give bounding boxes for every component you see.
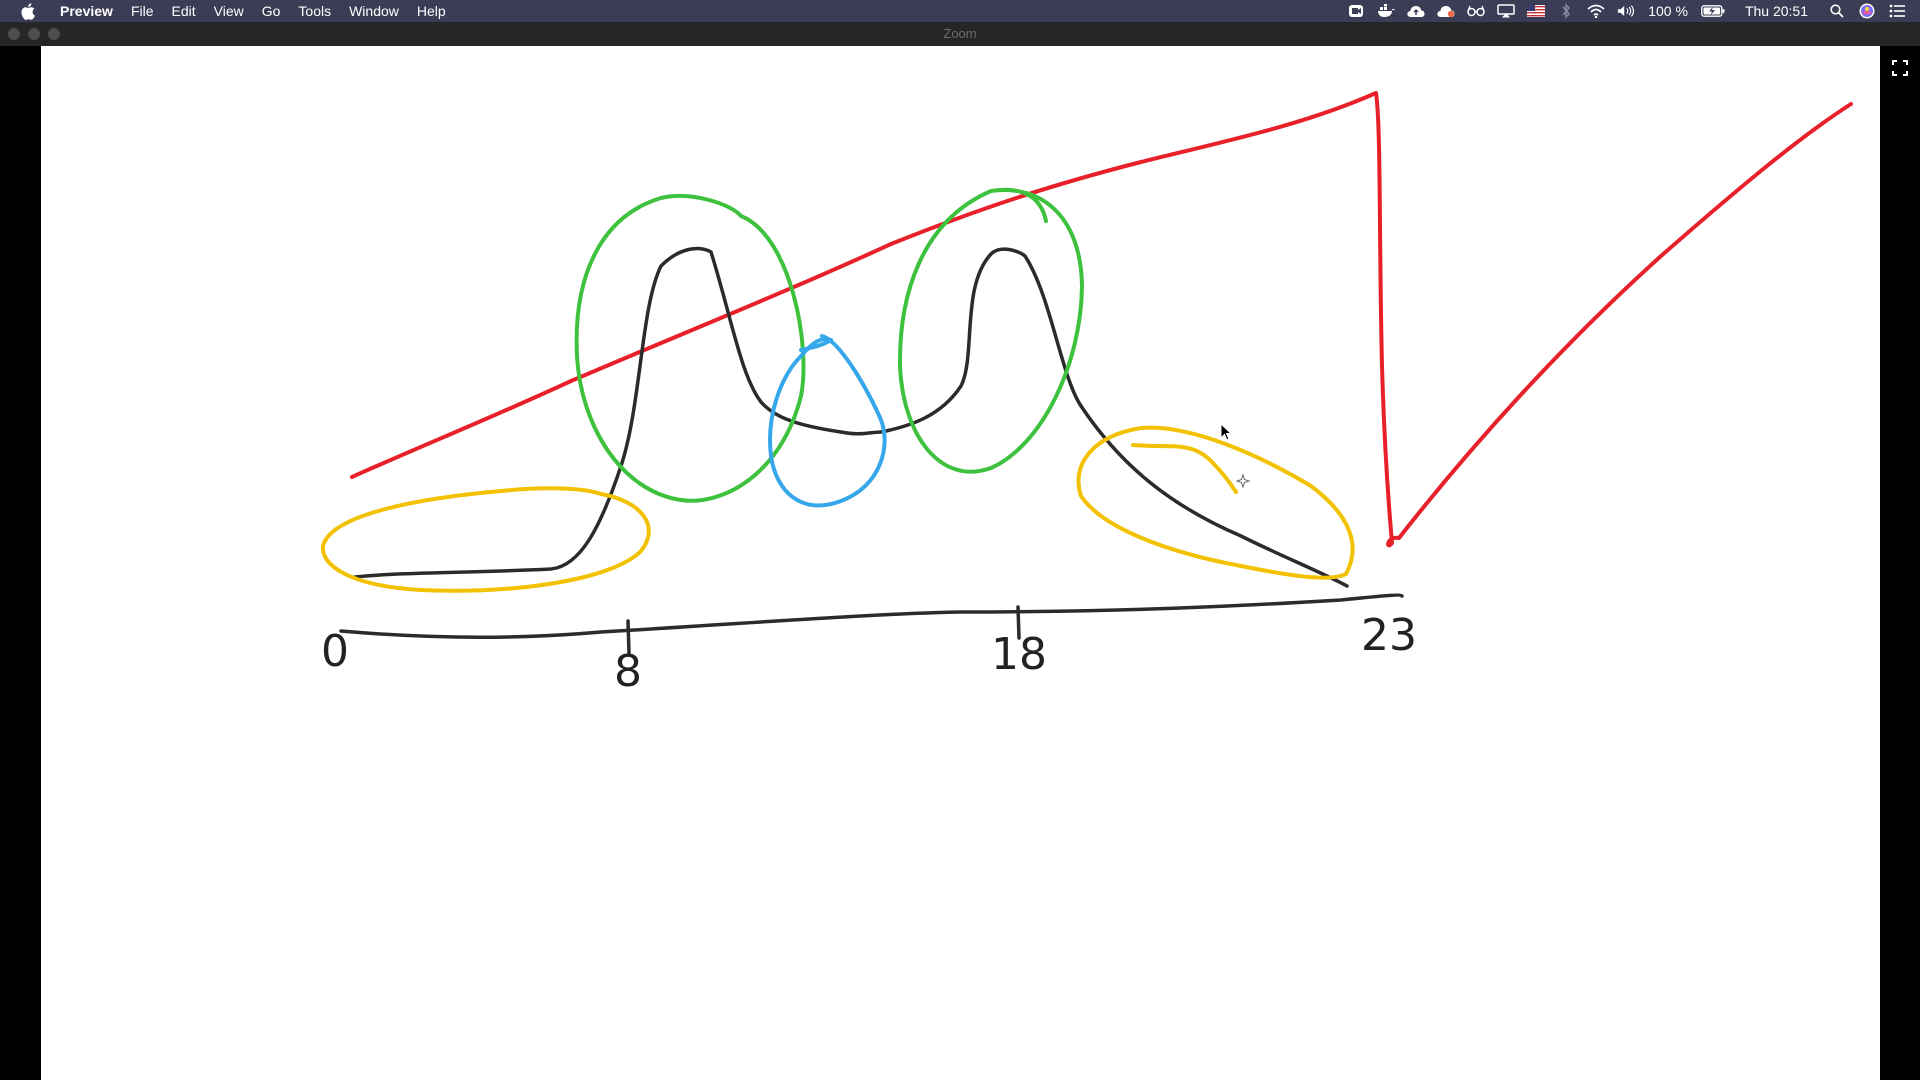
whiteboard-canvas: 0 8 18 23 <box>41 46 1880 1080</box>
menu-view[interactable]: View <box>213 3 244 19</box>
green-peak-circle-evening <box>897 187 1084 474</box>
menu-bar: Preview File Edit View Go Tools Window H… <box>0 0 1920 22</box>
fullscreen-icon[interactable] <box>1888 56 1912 80</box>
creative-cloud-icon[interactable] <box>1437 3 1455 19</box>
window-controls <box>8 28 60 40</box>
green-peak-circle-morning <box>574 194 806 503</box>
us-flag-icon[interactable] <box>1527 3 1546 19</box>
spotlight-search-icon[interactable] <box>1828 3 1846 19</box>
mouse-cursor-icon <box>1220 422 1233 441</box>
menu-go[interactable]: Go <box>261 3 281 19</box>
axis-label-18: 18 <box>991 629 1047 680</box>
menu-help[interactable]: Help <box>416 3 446 19</box>
hand-drawn-sketch: 0 8 18 23 <box>320 91 1853 697</box>
yellow-night-circle-right <box>1076 425 1355 580</box>
activity-curve <box>353 246 1349 588</box>
axis-label-0: 0 <box>321 626 349 677</box>
reading-glasses-icon[interactable] <box>1467 3 1485 19</box>
apple-icon[interactable] <box>20 2 36 20</box>
yellow-night-circle-left <box>320 486 651 593</box>
shared-screen-area: 0 8 18 23 <box>0 46 1920 1080</box>
volume-icon[interactable] <box>1617 3 1635 19</box>
menu-clock[interactable]: Thu 20:51 <box>1744 3 1808 19</box>
minimize-window-button[interactable] <box>28 28 40 40</box>
airplay-icon[interactable] <box>1497 3 1515 19</box>
menu-file[interactable]: File <box>130 3 154 19</box>
menu-tools[interactable]: Tools <box>298 3 332 19</box>
battery-percent[interactable]: 100 % <box>1648 3 1688 19</box>
menu-window[interactable]: Window <box>349 3 399 19</box>
tick-8 <box>626 619 631 655</box>
pen-sparkle-icon <box>1235 473 1251 489</box>
docker-icon[interactable] <box>1377 3 1396 19</box>
wifi-icon[interactable] <box>1587 3 1605 19</box>
menu-edit[interactable]: Edit <box>171 3 196 19</box>
zoom-app-icon[interactable] <box>1347 3 1365 19</box>
cloud-upload-icon[interactable] <box>1407 3 1425 19</box>
battery-charging-icon[interactable] <box>1701 3 1725 19</box>
menu-app-preview[interactable]: Preview <box>60 3 113 19</box>
tick-18 <box>1016 605 1021 640</box>
zoom-window-button[interactable] <box>48 28 60 40</box>
window-titlebar: Zoom <box>0 22 1920 47</box>
notification-center-icon[interactable] <box>1888 3 1906 19</box>
blue-valley-circle <box>768 334 887 508</box>
red-trend-line <box>350 91 1853 548</box>
axis-label-8: 8 <box>614 646 642 697</box>
close-window-button[interactable] <box>8 28 20 40</box>
window-title: Zoom <box>943 26 977 41</box>
time-axis-line <box>339 593 1404 639</box>
axis-label-23: 23 <box>1361 610 1417 661</box>
user-avatar-icon[interactable] <box>1858 3 1876 19</box>
bluetooth-icon[interactable] <box>1557 3 1575 19</box>
